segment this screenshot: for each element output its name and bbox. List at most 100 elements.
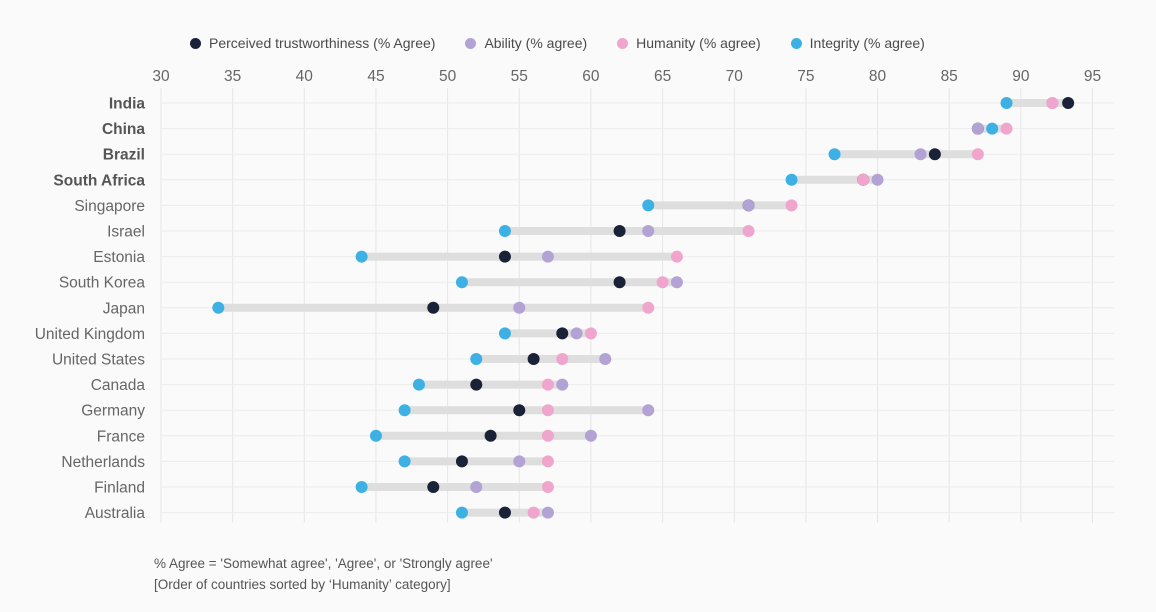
- point-integrity: [398, 455, 411, 468]
- point-humanity: [541, 429, 554, 442]
- point-ability: [541, 250, 554, 263]
- point-humanity: [1000, 122, 1013, 135]
- x-tick-label: 80: [869, 68, 887, 85]
- point-integrity: [828, 148, 841, 161]
- point-trust: [613, 276, 626, 289]
- country-label: Germany: [81, 403, 145, 420]
- country-label: China: [102, 121, 145, 138]
- point-integrity: [785, 173, 798, 186]
- chart-notes: % Agree = 'Somewhat agree', 'Agree', or …: [154, 553, 493, 595]
- country-label: France: [97, 428, 145, 445]
- x-tick-label: 60: [582, 68, 600, 85]
- x-tick-label: 90: [1012, 68, 1030, 85]
- point-ability: [742, 199, 755, 212]
- x-tick-label: 30: [152, 68, 170, 85]
- point-trust: [556, 327, 569, 340]
- point-integrity: [498, 327, 511, 340]
- point-trust: [613, 225, 626, 237]
- legend-item-integrity: Integrity (% agree): [790, 35, 925, 51]
- country-label: Canada: [91, 377, 146, 394]
- point-integrity: [470, 353, 483, 365]
- point-trust: [427, 481, 440, 493]
- point-humanity: [742, 225, 755, 237]
- point-trust: [427, 301, 440, 314]
- country-label: Australia: [85, 505, 146, 522]
- point-ability: [914, 148, 927, 161]
- point-integrity: [212, 301, 225, 314]
- point-ability: [871, 173, 884, 186]
- point-ability: [470, 481, 483, 493]
- point-ability: [570, 327, 583, 340]
- legend-item-humanity: Humanity (% agree): [617, 35, 761, 51]
- note-sort-order: [Order of countries sorted by ‘Humanity’…: [154, 577, 451, 592]
- point-ability: [584, 429, 597, 442]
- point-humanity: [584, 327, 597, 340]
- point-humanity: [670, 250, 683, 263]
- legend-marker-integrity: [790, 37, 802, 49]
- point-ability: [513, 455, 526, 468]
- point-integrity: [412, 378, 425, 391]
- point-integrity: [355, 481, 368, 493]
- point-integrity: [455, 506, 468, 519]
- point-trust: [484, 429, 497, 442]
- x-tick-label: 65: [654, 68, 671, 85]
- country-label: Japan: [103, 300, 145, 317]
- country-label: Singapore: [74, 198, 145, 215]
- point-humanity: [642, 301, 655, 314]
- point-ability: [642, 404, 655, 417]
- point-trust: [513, 404, 526, 417]
- point-integrity: [642, 199, 655, 212]
- dot-range-chart: 30 35 40 45 50 55 60 65 70 75 80 85 90 95 India China Br…: [35, 68, 1114, 523]
- point-integrity: [498, 225, 511, 237]
- x-tick-label: 40: [296, 68, 314, 85]
- x-tick-label: 55: [511, 68, 528, 85]
- point-integrity: [986, 122, 999, 135]
- x-tick-label: 45: [367, 68, 384, 85]
- x-tick-label: 95: [1084, 68, 1101, 85]
- country-label: United States: [52, 352, 145, 369]
- point-integrity: [355, 250, 368, 263]
- note-definition: % Agree = 'Somewhat agree', 'Agree', or …: [154, 556, 493, 571]
- point-ability: [642, 225, 655, 237]
- country-label: South Africa: [53, 172, 145, 189]
- x-tick-label: 50: [439, 68, 457, 85]
- point-trust: [498, 506, 511, 519]
- point-trust: [498, 250, 511, 263]
- legend-label-integrity: Integrity (% agree): [809, 35, 925, 51]
- x-tick-label: 70: [726, 68, 744, 85]
- point-ability: [971, 122, 984, 135]
- point-humanity: [656, 276, 669, 289]
- x-tick-label: 75: [797, 68, 814, 85]
- point-trust: [455, 455, 468, 468]
- legend-marker-ability: [465, 37, 477, 49]
- x-tick-label: 35: [224, 68, 241, 85]
- legend-marker-humanity: [617, 37, 629, 49]
- point-integrity: [369, 429, 382, 442]
- country-label: Netherlands: [61, 454, 145, 471]
- point-ability: [599, 353, 612, 365]
- legend-marker-trust: [190, 37, 201, 49]
- point-trust: [1062, 97, 1075, 109]
- point-ability: [513, 301, 526, 314]
- country-label: India: [109, 96, 146, 113]
- legend-item-ability: Ability (% agree): [465, 35, 587, 51]
- point-ability: [670, 276, 683, 289]
- x-tick-label: 85: [941, 68, 958, 85]
- point-integrity: [1000, 97, 1013, 109]
- country-label: Brazil: [103, 147, 145, 164]
- point-integrity: [398, 404, 411, 417]
- point-humanity: [527, 506, 540, 519]
- legend-label-humanity: Humanity (% agree): [636, 35, 761, 51]
- legend-label-trust: Perceived trustworthiness (% Agree): [209, 35, 436, 51]
- country-label: South Korea: [59, 275, 146, 292]
- point-trust: [527, 353, 540, 365]
- country-label: United Kingdom: [35, 326, 145, 343]
- point-ability: [541, 506, 554, 519]
- country-label: Israel: [107, 224, 145, 241]
- point-humanity: [857, 173, 870, 186]
- legend-label-ability: Ability (% agree): [484, 35, 588, 51]
- country-label: Estonia: [93, 249, 145, 266]
- point-humanity: [1046, 97, 1059, 109]
- point-humanity: [541, 481, 554, 493]
- point-trust: [470, 378, 483, 391]
